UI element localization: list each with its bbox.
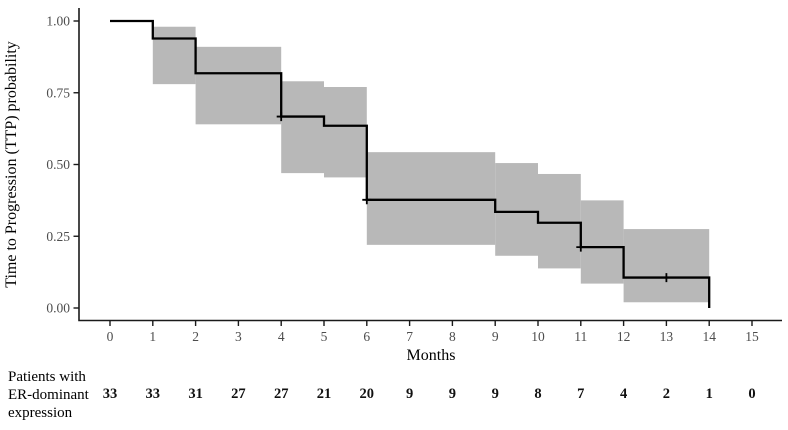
risk-count: 2 [662, 386, 671, 402]
x-tick-label: 8 [449, 329, 456, 344]
risk-table: Patients with ER-dominant expression 33 3… [0, 366, 788, 430]
risk-count: 9 [491, 386, 499, 402]
risk-count: 8 [534, 386, 542, 402]
y-tick-label: 0.25 [46, 229, 70, 244]
confidence-band-segment [538, 173, 581, 269]
x-tick-label: 10 [531, 329, 545, 344]
risk-count: 9 [448, 386, 457, 402]
y-tick-label: 0.00 [46, 301, 70, 316]
x-tick-label: 6 [363, 329, 370, 344]
x-tick-label: 5 [321, 329, 328, 344]
confidence-band-segment [152, 26, 196, 85]
km-chart: 0 1 2 3 4 5 6 7 8 9 10 11 12 13 14 151.000.750.500.250.… [3, 8, 782, 364]
confidence-band-segment [281, 81, 324, 174]
confidence-band-segment [324, 87, 367, 178]
y-axis-title: Time to Progression (TTP) probability [3, 41, 20, 288]
x-tick-label: 0 [107, 329, 114, 344]
risk-count: 27 [273, 386, 289, 402]
censor-mark [362, 195, 372, 205]
y-tick-label: 0.75 [46, 85, 70, 100]
x-tick-label: 15 [745, 329, 759, 344]
censor-mark [576, 242, 586, 252]
risk-count: 31 [188, 386, 203, 402]
x-tick-label: 12 [617, 329, 631, 344]
x-tick-label: 4 [278, 329, 285, 344]
confidence-band-segment [580, 200, 624, 284]
risk-count: 20 [359, 386, 375, 402]
risk-count: 9 [405, 386, 414, 402]
censor-mark [661, 273, 671, 283]
risk-table-label: Patients with ER-dominant expression [8, 368, 89, 422]
x-tick-label: 3 [235, 329, 242, 344]
risk-label-line-1: Patients with [8, 369, 86, 385]
risk-count: 27 [231, 386, 246, 402]
risk-count: 21 [316, 386, 332, 402]
risk-count: 1 [705, 386, 713, 402]
confidence-band-segment [623, 229, 710, 303]
risk-count: 33 [145, 386, 161, 402]
risk-label-line-3: expression [8, 405, 73, 421]
risk-count: 0 [748, 386, 756, 402]
y-tick-label: 0.50 [46, 157, 70, 172]
x-tick-label: 13 [660, 329, 674, 344]
x-tick-label: 7 [406, 329, 413, 344]
risk-label-line-2: ER-dominant [8, 387, 89, 403]
x-axis-title: Months [407, 347, 456, 364]
risk-count: 4 [619, 386, 628, 402]
confidence-band-segment [195, 46, 282, 125]
risk-count: 7 [577, 386, 585, 402]
axis-frame [78, 8, 782, 322]
censor-mark [276, 112, 286, 122]
risk-count: 33 [102, 386, 118, 402]
x-tick-label: 1 [149, 329, 156, 344]
x-tick-label: 14 [702, 329, 716, 344]
x-tick-label: 9 [492, 329, 499, 344]
x-tick-label: 2 [192, 329, 199, 344]
confidence-band-segment [366, 152, 496, 245]
x-tick-label: 11 [574, 329, 587, 344]
confidence-band-segment [495, 163, 538, 256]
y-tick-label: 1.00 [46, 14, 70, 29]
